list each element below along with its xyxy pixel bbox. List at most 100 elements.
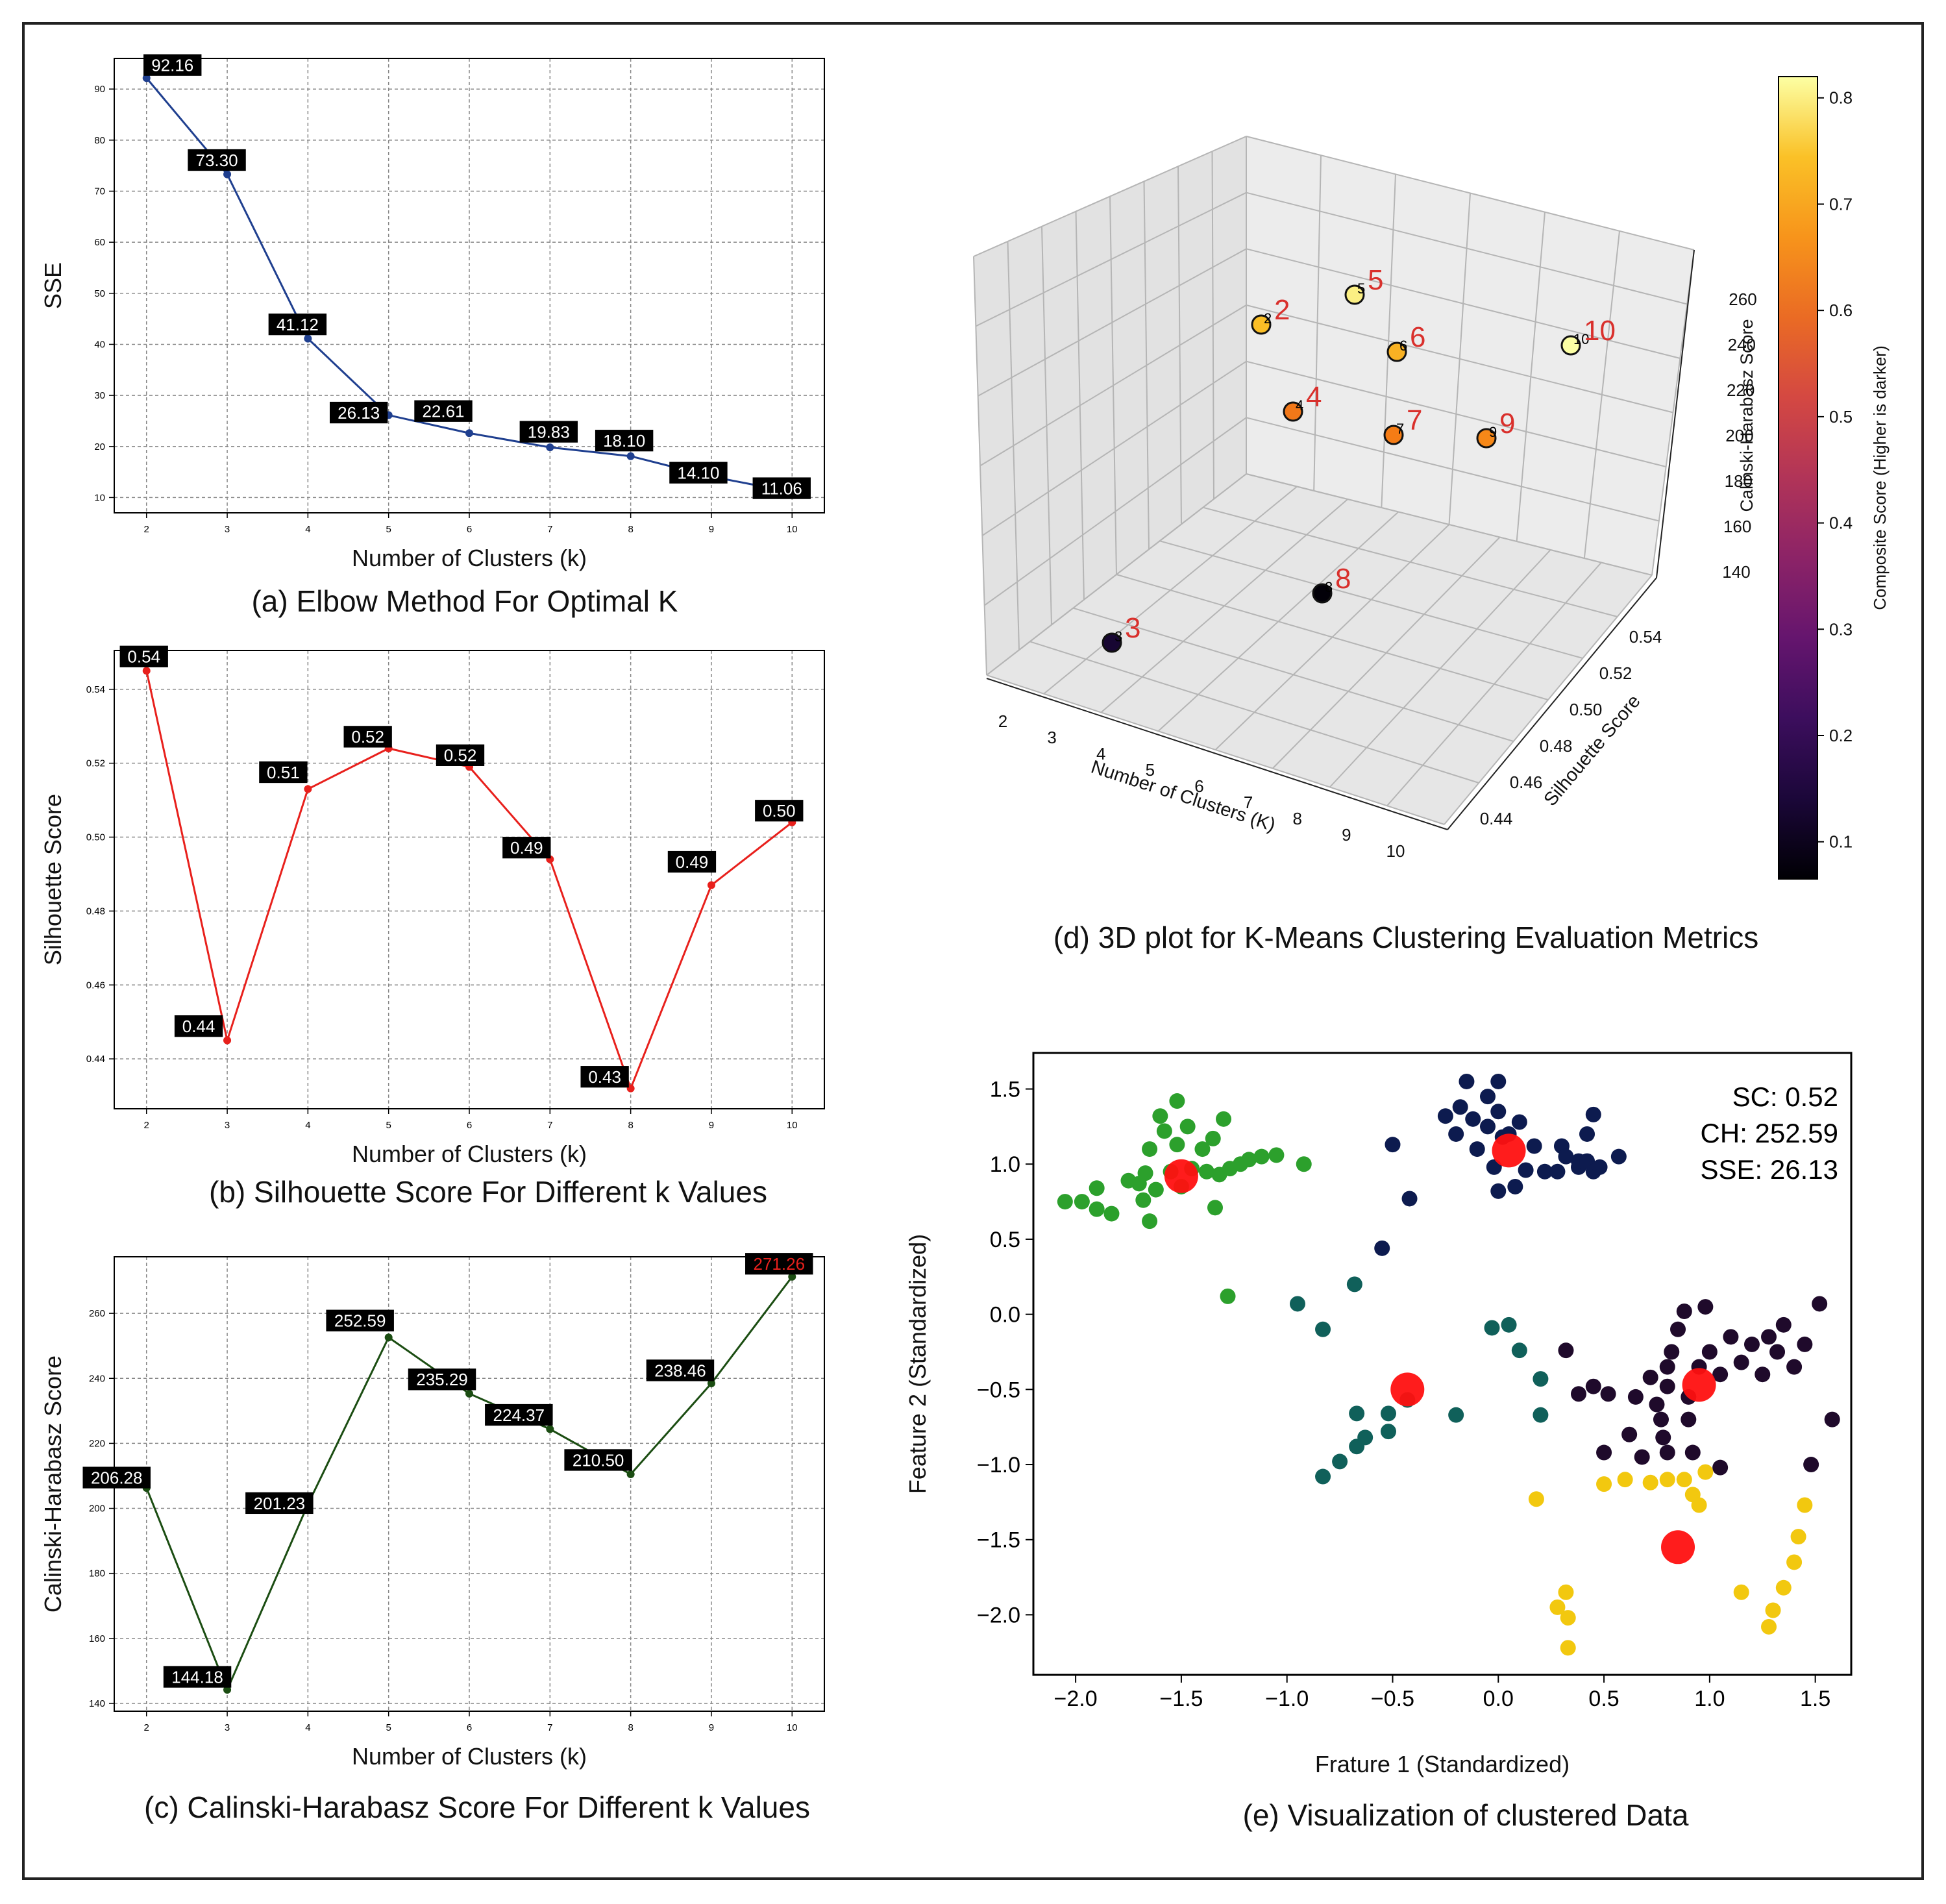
cluster-point-navy <box>1507 1178 1523 1194</box>
y-tick-label: 70 <box>94 186 105 197</box>
point-label-small: 3 <box>1115 628 1122 645</box>
x-tick-label: 8 <box>628 524 633 535</box>
data-label: 73.30 <box>196 151 238 170</box>
plot-border <box>114 650 825 1109</box>
data-label-bg <box>245 1492 314 1515</box>
x-tick-label: 4 <box>305 524 310 535</box>
centroid-point <box>1682 1368 1716 1402</box>
cluster-point-purple <box>1812 1296 1828 1312</box>
y-tick-label: 0.0 <box>990 1303 1020 1328</box>
x-tick-label: −1.0 <box>1265 1687 1309 1711</box>
cluster-point-purple <box>1803 1457 1819 1473</box>
cluster-point-green <box>1296 1156 1312 1172</box>
cluster-point-yellow <box>1549 1599 1566 1615</box>
metric-annotation: SC: 0.52 <box>1732 1082 1838 1112</box>
cluster-point-green <box>1205 1130 1221 1146</box>
y-tick-label: 0.54 <box>1629 627 1662 647</box>
cluster-point-purple <box>1659 1359 1675 1375</box>
cluster-point-green <box>1148 1181 1164 1198</box>
point-k10 <box>1560 335 1581 356</box>
data-point <box>546 1425 554 1433</box>
cluster-point-green <box>1152 1108 1168 1124</box>
x-tick-label: 0.5 <box>1588 1687 1619 1711</box>
data-label-bg <box>564 1449 632 1471</box>
cluster-point-green <box>1089 1180 1105 1196</box>
x-tick-label: 10 <box>787 1722 798 1733</box>
cluster-point-navy <box>1490 1183 1507 1199</box>
cluster-point-yellow <box>1786 1554 1803 1570</box>
cluster-point-green <box>1135 1192 1152 1208</box>
cluster-point-navy <box>1585 1106 1601 1122</box>
colorbar <box>1778 76 1818 880</box>
cluster-point-purple <box>1659 1378 1675 1394</box>
cluster-point-green <box>1156 1123 1172 1139</box>
cluster-point-navy <box>1465 1111 1481 1127</box>
cluster-point-yellow <box>1797 1497 1813 1513</box>
y-tick-label: 0.44 <box>1480 809 1513 828</box>
data-label: 206.28 <box>91 1468 143 1487</box>
cluster-point-purple <box>1775 1317 1792 1333</box>
caption-c: (c) Calinski-Harabasz Score For Differen… <box>144 1790 810 1824</box>
cluster-point-teal <box>1346 1276 1362 1292</box>
y-tick-label: 0.48 <box>1540 736 1573 756</box>
caption-d: (d) 3D plot for K-Means Clustering Evalu… <box>1053 921 1759 954</box>
plot-area <box>1032 1052 1853 1676</box>
cluster-point-purple <box>1701 1344 1718 1360</box>
x-tick-label: 6 <box>467 1120 472 1131</box>
cluster-point-green <box>1074 1194 1090 1210</box>
x-axis-label: Number of Clusters (k) <box>352 1743 587 1770</box>
data-label-bg <box>502 837 551 859</box>
y-axis-label: SSE <box>40 262 66 309</box>
cluster-point-purple <box>1733 1354 1749 1370</box>
z-tick-label: 140 <box>1722 562 1750 582</box>
x-tick-label: 1.5 <box>1800 1687 1830 1711</box>
data-label: 252.59 <box>334 1311 386 1331</box>
cluster-point-yellow <box>1617 1472 1633 1488</box>
cluster-point-teal <box>1533 1371 1549 1387</box>
point-k9 <box>1476 428 1497 449</box>
cluster-point-green <box>1169 1137 1185 1153</box>
point-label-small: 10 <box>1573 331 1589 347</box>
data-point <box>465 429 473 438</box>
cluster-point-navy <box>1511 1114 1527 1130</box>
cluster-point-purple <box>1670 1321 1686 1337</box>
x-tick-label: 5 <box>386 1120 391 1131</box>
cluster-scatter-chart: −2.0 −1.5 −1.0 −0.5 0.0 0.5 1.0 1.5 −2.0 −1.5 −1.0… <box>904 1052 1853 1777</box>
cluster-point-navy <box>1518 1162 1534 1178</box>
y-axis-label: Silhouette Score <box>40 794 66 965</box>
data-label-bg <box>485 1403 553 1426</box>
cluster-point-green <box>1216 1111 1232 1127</box>
data-label-bg <box>752 477 811 499</box>
grid-line <box>975 192 1247 327</box>
cluster-point-teal <box>1484 1320 1500 1336</box>
point-label-large: 8 <box>1335 563 1351 595</box>
data-point <box>626 1470 635 1478</box>
data-label: 22.61 <box>422 402 464 421</box>
data-label-bg <box>745 1253 813 1275</box>
cluster-point-purple <box>1558 1342 1574 1359</box>
x-tick-label: 2 <box>144 1722 149 1733</box>
x-tick-label: 6 <box>1194 776 1203 796</box>
centroid-point <box>1661 1530 1695 1564</box>
plot-area <box>114 1257 824 1711</box>
cluster-point-green <box>1103 1205 1120 1222</box>
data-label: 0.52 <box>351 727 384 747</box>
data-point <box>223 170 232 179</box>
x-tick-label: 4 <box>305 1722 310 1733</box>
x-tick-label: 8 <box>1293 809 1302 828</box>
cluster-point-purple <box>1684 1444 1701 1461</box>
x-tick-label: 7 <box>547 1120 552 1131</box>
calinski-chart: 2 3 4 5 6 7 8 9 10 140 160 180 200 220 240 260 206.28 144… <box>40 1253 825 1770</box>
cluster-point-navy <box>1558 1148 1574 1165</box>
cluster-point-green <box>1137 1165 1153 1181</box>
cluster-point-navy <box>1490 1073 1507 1089</box>
y-tick-label: 0.52 <box>86 758 105 769</box>
point-k3 <box>1102 632 1122 653</box>
x-tick-label: 5 <box>386 524 391 535</box>
data-point <box>223 1036 232 1045</box>
cluster-point-navy <box>1469 1141 1485 1157</box>
x-tick-label: 3 <box>225 1120 230 1131</box>
y-tick-label: 60 <box>94 237 105 248</box>
data-label: 0.52 <box>444 746 477 765</box>
data-point <box>223 1686 232 1694</box>
